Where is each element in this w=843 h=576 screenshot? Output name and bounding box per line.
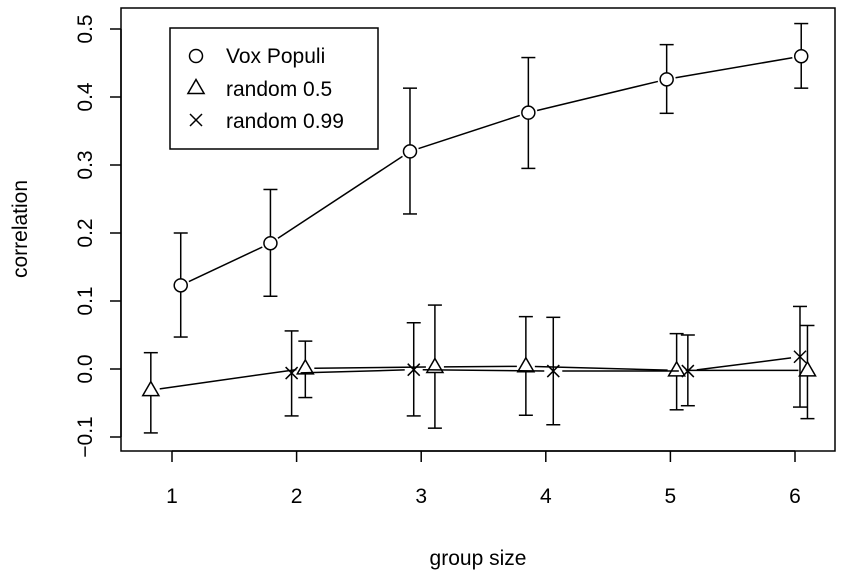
series-2-point-1 <box>407 363 421 377</box>
series-2-segment-1 <box>422 369 545 372</box>
y-tick-label-1: 0.0 <box>74 354 97 383</box>
series-0-point-4 <box>659 72 674 87</box>
series-layer <box>141 22 817 434</box>
series-0-point-0 <box>173 278 188 293</box>
series-0-point-2 <box>402 144 418 159</box>
series-2-point-0 <box>285 366 299 380</box>
series-0-point-1 <box>263 235 278 251</box>
series-1-segment-1 <box>314 366 426 369</box>
series-1-point-4 <box>667 360 687 377</box>
series-1-point-1 <box>295 358 315 375</box>
x-tick-label-4: 4 <box>540 485 552 508</box>
series-1-point-3 <box>516 356 536 373</box>
series-2-point-2 <box>546 364 560 378</box>
y-tick-label-5: 0.4 <box>74 82 97 112</box>
legend-markers <box>186 48 206 127</box>
series-0-segment-0 <box>188 246 263 283</box>
y-axis: −0.1 0.0 0.1 0.2 0.3 0.4 0.5 <box>74 14 122 458</box>
series-0-segment-3 <box>536 80 659 112</box>
series-2-point-2-stroke-b <box>546 364 560 378</box>
y-tick-label-3: 0.2 <box>74 218 97 247</box>
series-2-point-3-stroke-b <box>681 364 695 378</box>
series-1-point-2 <box>425 356 445 374</box>
y-axis-title: correlation <box>9 180 32 278</box>
x-tick-label-3: 3 <box>415 485 427 508</box>
x-tick-label-2: 2 <box>291 485 303 508</box>
series-1-point-5 <box>798 360 817 377</box>
series-1-segment-2 <box>443 365 517 368</box>
series-0 <box>173 22 809 338</box>
series-1 <box>141 304 817 434</box>
x-tick-label-1: 1 <box>166 485 178 508</box>
series-0-segment-2 <box>418 114 521 150</box>
series-0-segment-4 <box>675 56 793 79</box>
y-tick-label-4: 0.3 <box>74 150 97 179</box>
series-1-segment-0 <box>159 368 297 390</box>
series-2-point-0-stroke-b <box>285 366 299 380</box>
series-2-point-3 <box>681 364 695 378</box>
x-axis: 1 2 3 4 5 6 <box>166 450 801 508</box>
legend-marker-1 <box>186 77 206 95</box>
x-tick-label-5: 5 <box>665 485 677 508</box>
legend-marker-2-stroke-b <box>189 113 203 127</box>
series-2-point-1-stroke-b <box>407 363 421 377</box>
x-axis-title: group size <box>430 547 527 570</box>
legend-box <box>169 27 379 150</box>
series-2-point-4 <box>793 350 807 364</box>
y-tick-label-2: 0.1 <box>74 286 97 315</box>
series-0-segment-1 <box>277 155 403 239</box>
series-2-segment-0 <box>300 369 405 374</box>
y-tick-label-0: −0.1 <box>74 416 97 457</box>
series-0-point-3 <box>521 105 536 120</box>
legend-label-random-0-99: random 0.99 <box>226 110 344 133</box>
legend-label-random-0-5: random 0.5 <box>226 78 332 101</box>
series-2-point-4-stroke-b <box>793 350 807 364</box>
series-2 <box>284 305 807 426</box>
legend-marker-0 <box>188 48 204 64</box>
series-0-point-5 <box>793 48 809 64</box>
legend-marker-2 <box>189 113 203 127</box>
legend: Vox Populi random 0.5 random 0.99 <box>169 27 379 150</box>
legend-label-vox-populi: Vox Populi <box>226 45 325 68</box>
series-1-point-0 <box>141 380 161 397</box>
y-tick-label-6: 0.5 <box>74 14 97 43</box>
x-tick-label-6: 6 <box>789 485 801 508</box>
series-2-segment-3 <box>696 357 792 371</box>
